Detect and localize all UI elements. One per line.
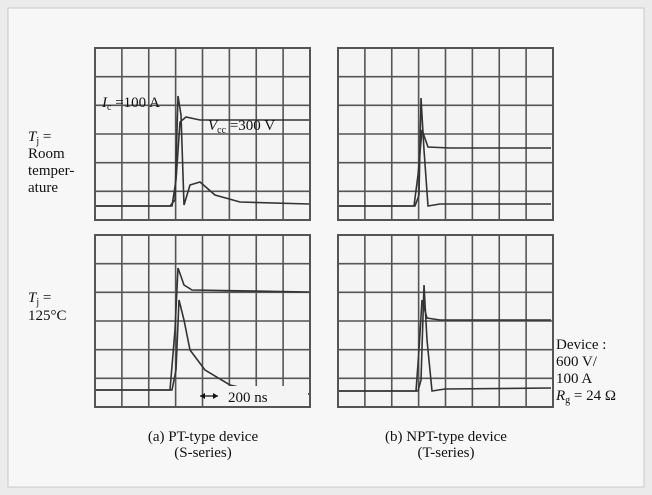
figure: Ic =100 A Vcc =300 V Tj =Roomtemper-atur… xyxy=(0,0,652,495)
symbol: R xyxy=(555,388,565,404)
scope-grid xyxy=(95,48,310,220)
text: =300 V xyxy=(226,118,275,134)
caption: (b) NPT-type device xyxy=(385,429,507,445)
text: Room xyxy=(28,146,65,162)
scope-grid xyxy=(338,48,553,220)
caption: (a) PT-type device xyxy=(148,429,259,445)
text: Device : xyxy=(556,337,606,353)
text: 600 V/ xyxy=(556,354,598,370)
text: temper- xyxy=(28,163,74,179)
text: 100 A xyxy=(556,371,592,387)
text: ature xyxy=(28,180,58,196)
text: 125°C xyxy=(28,308,67,324)
text: =100 A xyxy=(111,95,160,111)
text: = xyxy=(39,129,51,145)
caption: (T-series) xyxy=(418,445,475,461)
scope-grid xyxy=(338,235,553,407)
text: = xyxy=(39,290,51,306)
time-scale: 200 ns xyxy=(228,390,268,406)
caption: (S-series) xyxy=(174,445,231,461)
text: = 24 Ω xyxy=(570,388,616,404)
scope-grid xyxy=(95,235,310,407)
